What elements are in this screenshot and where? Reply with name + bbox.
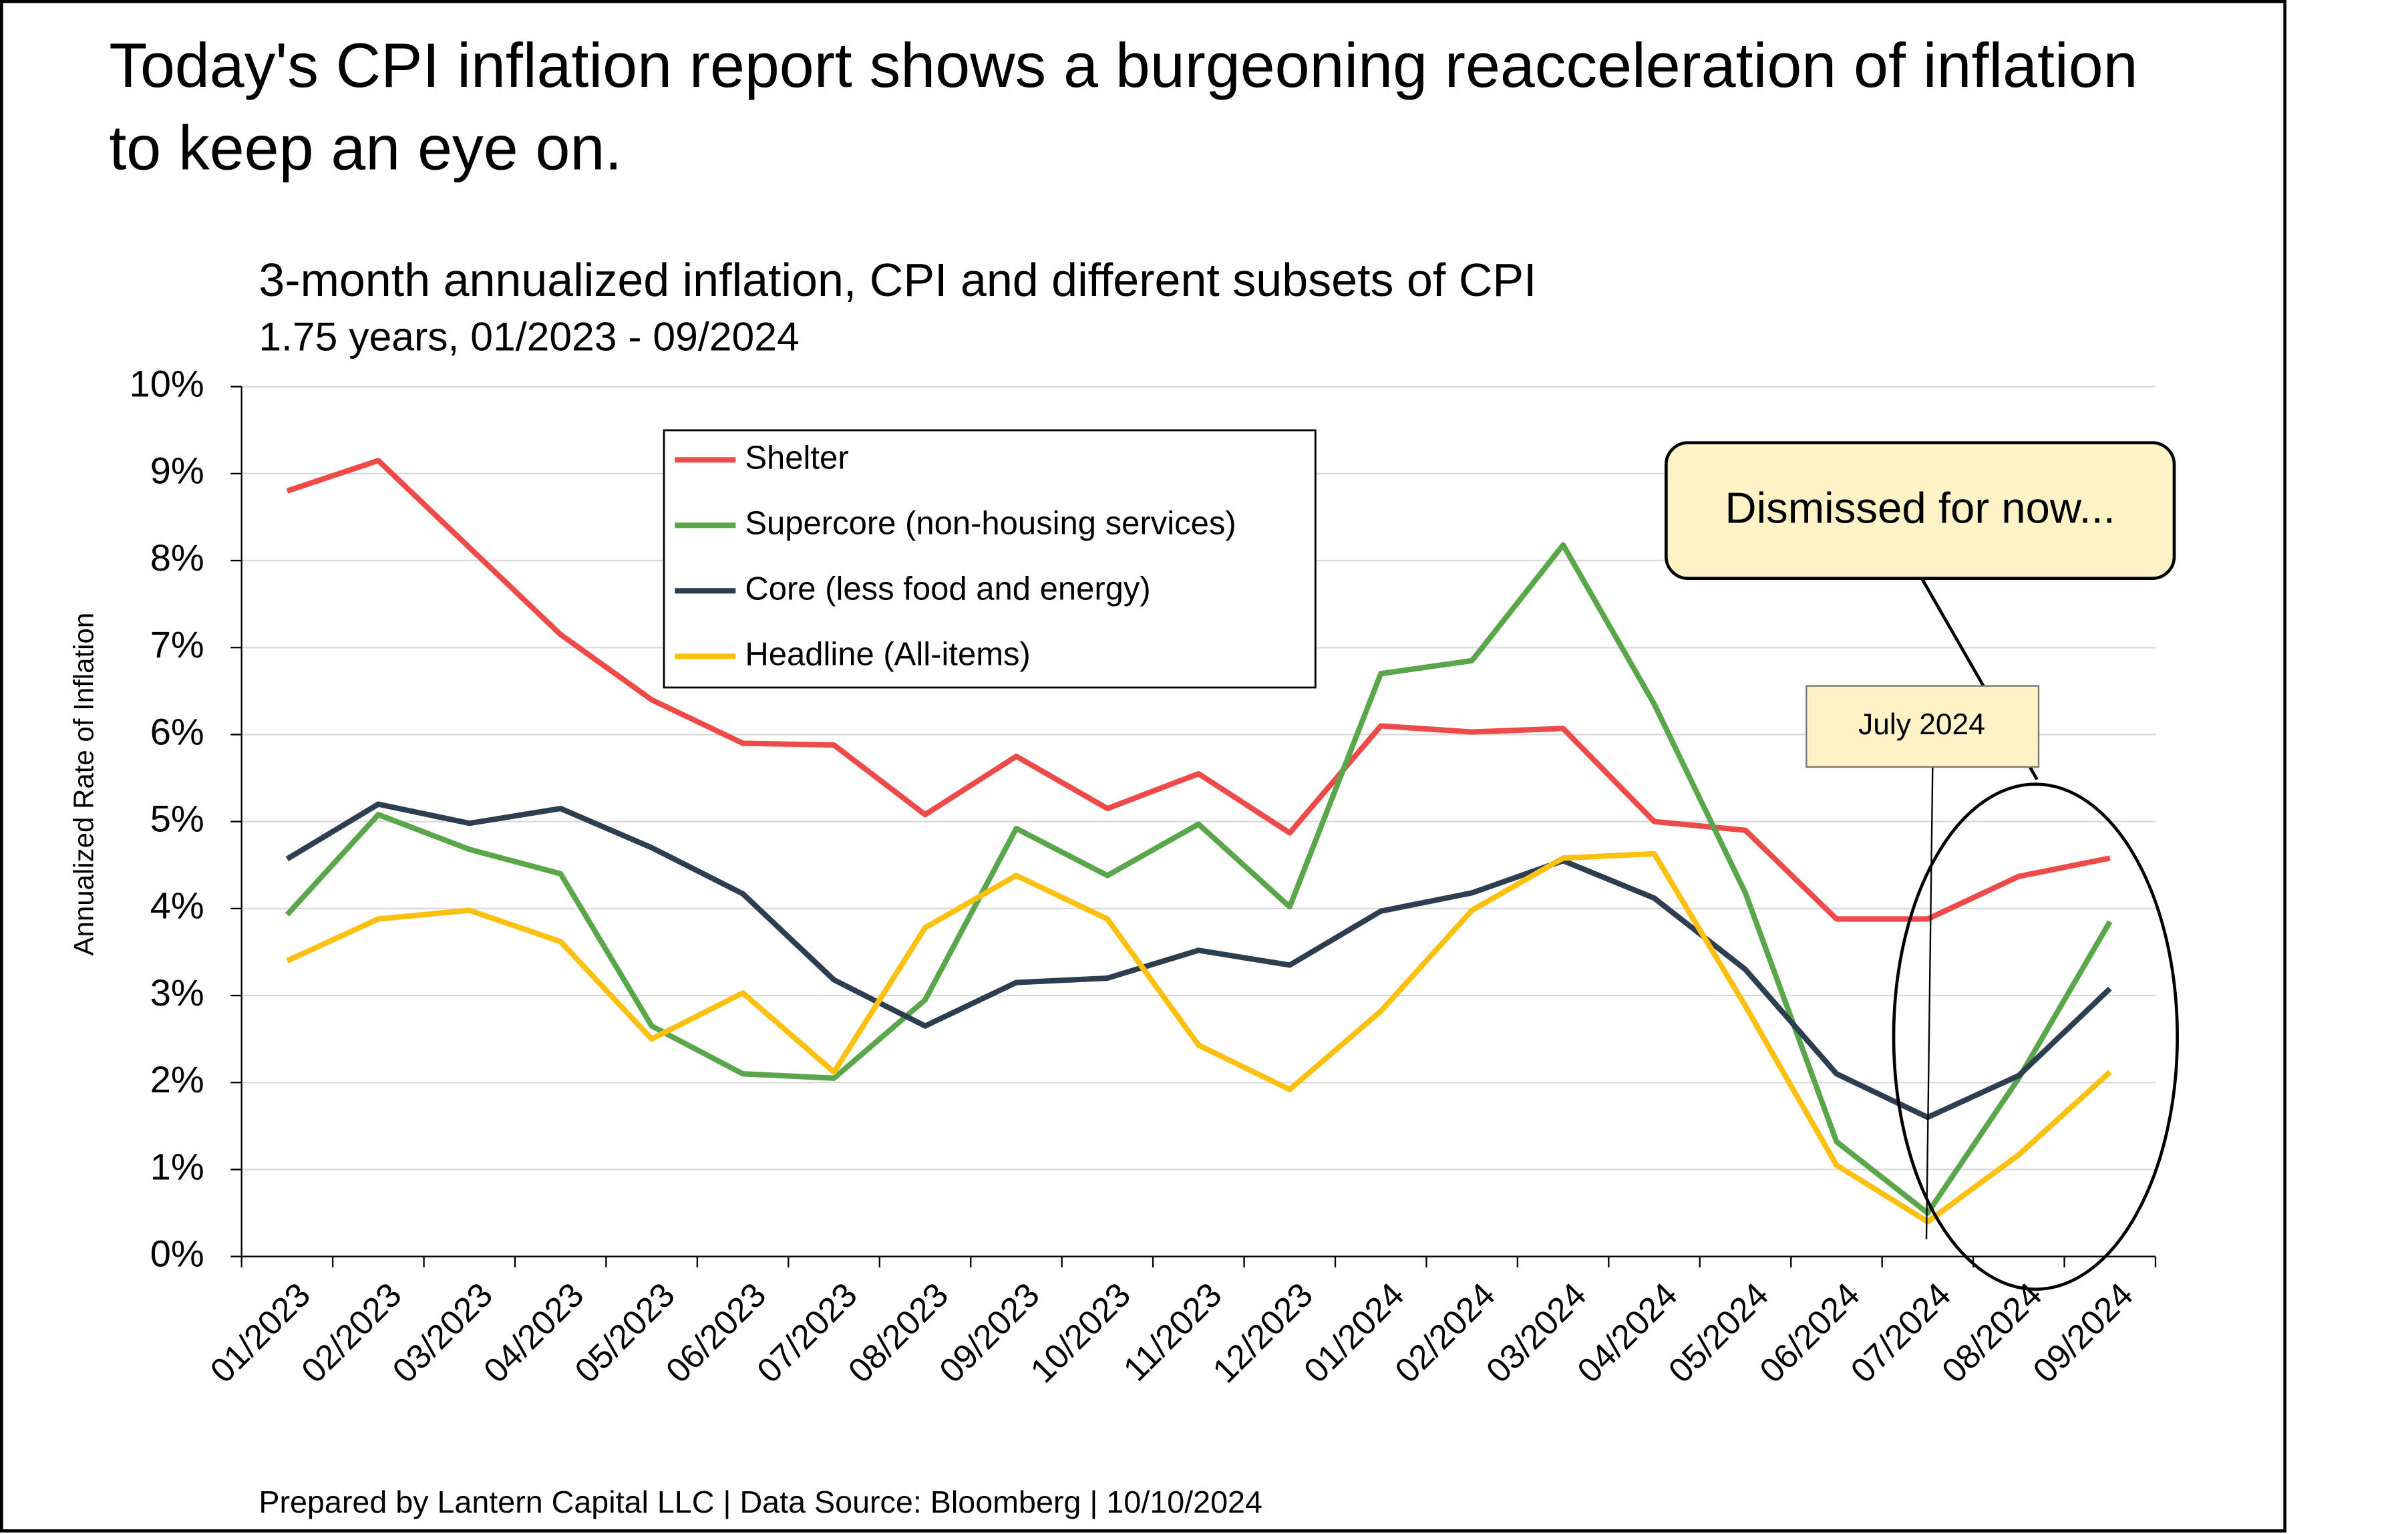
series-line <box>285 542 2113 1216</box>
callout-box <box>1665 441 2176 581</box>
y-tick-label: 1% <box>150 1145 204 1187</box>
annotation-box <box>1805 685 2040 768</box>
y-tick-label: 0% <box>150 1232 204 1274</box>
callout-text: Dismissed for now... <box>1725 484 2115 532</box>
legend <box>663 429 1317 689</box>
highlight-ellipse <box>1892 782 2179 1291</box>
annotation-text: July 2024 <box>1858 708 1985 741</box>
legend-label: Shelter <box>745 440 848 476</box>
y-tick-label: 5% <box>150 797 204 839</box>
y-axis-label: Annualized Rate of Inflation <box>67 613 99 956</box>
y-tick-label: 8% <box>150 536 204 579</box>
legend-label: Core (less food and energy) <box>745 571 1150 607</box>
y-tick-label: 6% <box>150 710 204 752</box>
subtitle2: 1.75 years, 01/2023 - 09/2024 <box>259 314 799 359</box>
y-tick-label: 7% <box>150 623 204 665</box>
y-tick-label: 3% <box>150 971 204 1014</box>
legend-label: Headline (All-items) <box>745 636 1031 672</box>
series-line <box>285 801 2112 1120</box>
y-tick-label: 2% <box>150 1058 204 1100</box>
chart-title: Today's CPI inflation report shows a bur… <box>109 31 2137 183</box>
y-tick-label: 10% <box>130 362 204 404</box>
series-line <box>286 458 2111 922</box>
y-tick-label: 9% <box>150 450 204 492</box>
series-line <box>286 851 2112 1225</box>
footer: Prepared by Lantern Capital LLC | Data S… <box>259 1485 1262 1519</box>
subtitle: 3-month annualized inflation, CPI and di… <box>259 254 1536 306</box>
y-tick-label: 4% <box>150 885 204 927</box>
annotation-pointer <box>1925 766 1934 1240</box>
legend-label: Supercore (non-housing services) <box>745 505 1236 541</box>
